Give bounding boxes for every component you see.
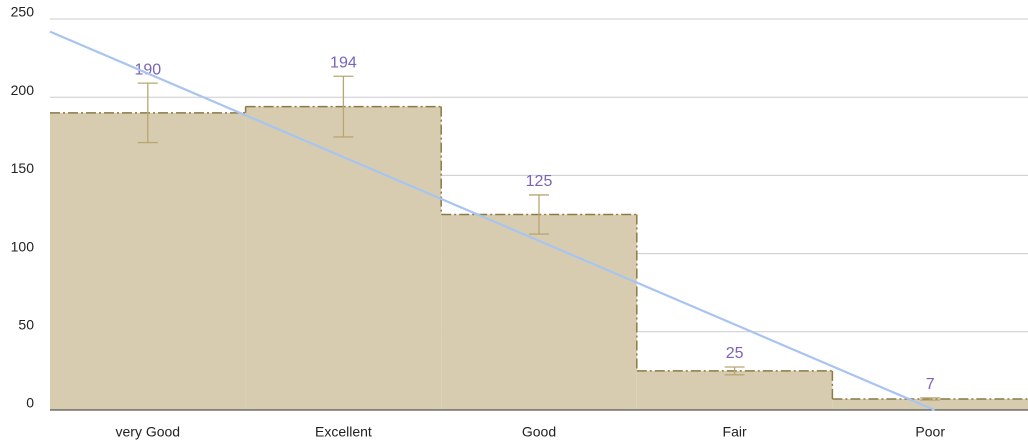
y-tick-label: 200 [11, 82, 35, 98]
error-bar [724, 366, 745, 376]
trendline [49, 30, 936, 412]
error-bar [137, 82, 158, 144]
x-tick-label: Poor [915, 424, 945, 440]
y-tick-label: 50 [18, 317, 34, 333]
x-tick-label: very Good [116, 424, 181, 440]
data-label: 7 [926, 376, 935, 393]
data-label: 194 [330, 54, 357, 71]
x-tick-label: Excellent [315, 424, 372, 440]
step-area [441, 214, 637, 410]
data-label: 125 [526, 173, 553, 190]
step-area [245, 106, 442, 411]
step-area [636, 370, 833, 410]
x-tick-label: Fair [723, 424, 747, 440]
step-area [832, 399, 1028, 410]
x-tick-label: Good [522, 424, 556, 440]
error-bar [333, 75, 354, 138]
y-tick-label: 250 [11, 4, 35, 20]
y-tick-label: 100 [11, 238, 35, 254]
y-tick-label: 150 [11, 160, 35, 176]
error-bar [529, 194, 549, 235]
step-area [50, 112, 246, 410]
error-bar [920, 397, 941, 401]
y-tick-label: 0 [26, 395, 34, 411]
data-label: 190 [134, 61, 161, 78]
data-label: 25 [726, 345, 744, 362]
